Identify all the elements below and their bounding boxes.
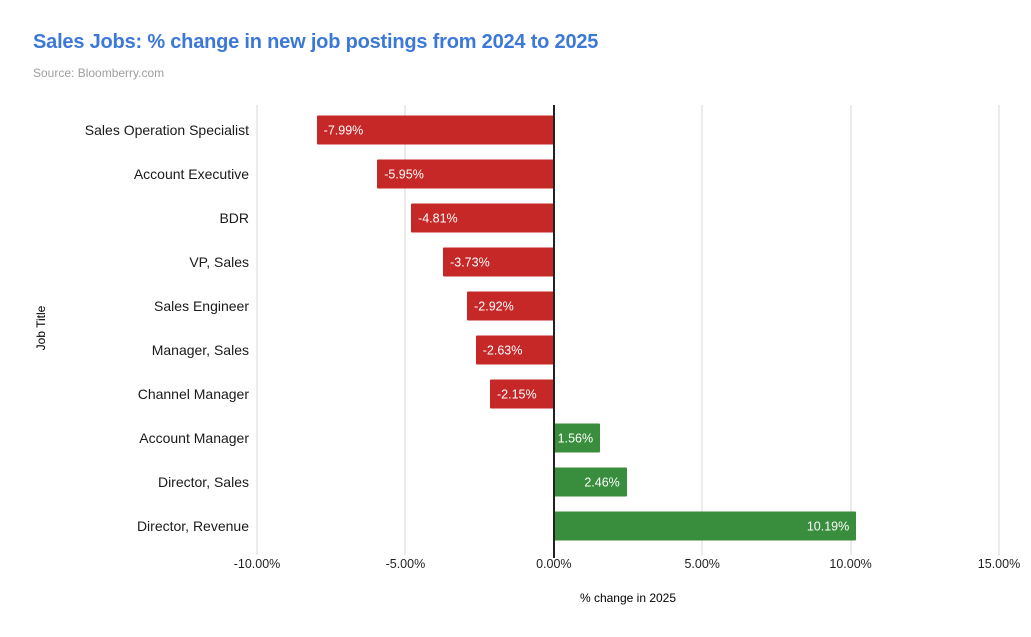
bar-area: -2.63% [257,328,999,372]
category-label: Director, Revenue [136,518,249,534]
bar-area: 2.46% [257,460,999,504]
bar: 2.46% [553,467,627,497]
bar-area: -3.73% [257,240,999,284]
value-label: -2.63% [482,343,523,357]
bar-area: -4.81% [257,196,999,240]
category-label: Manager, Sales [151,342,249,358]
bar-row: Channel Manager -2.15% [0,372,999,416]
bar-row: Sales Operation Specialist -7.99% [0,108,999,152]
chart-title: Sales Jobs: % change in new job postings… [33,31,599,53]
x-axis-title: % change in 2025 [579,591,677,605]
bar: -4.81% [411,203,554,233]
bar-row: Manager, Sales -2.63% [0,328,999,372]
x-ticks: -10.00% -5.00% 0.00% 5.00% 10.00% 15.00% [234,557,1020,573]
value-label: -3.73% [450,255,490,269]
bar-area: 10.19% [257,504,999,548]
bar-row: Director, Sales 2.46% [0,460,999,504]
chart-source: Source: Bloomberry.com [33,66,165,80]
category-label: Channel Manager [137,386,249,402]
category-label: Director, Sales [157,474,249,490]
category-label: Account Manager [139,430,249,446]
bar: 1.56% [553,423,601,453]
x-tick-label: 10.00% [829,557,872,571]
value-label: -2.92% [474,299,514,313]
bar: 10.19% [553,511,857,541]
rows: Sales Operation Specialist -7.99% Account … [0,108,999,548]
value-label: -4.81% [418,211,458,225]
value-label: 2.46% [584,475,620,489]
bar-row: Account Manager 1.56% [0,416,999,460]
value-label: -5.95% [384,167,424,181]
x-tick-label: 15.00% [977,557,1021,571]
value-label: 1.56% [557,431,594,445]
bar-row: BDR -4.81% [0,196,999,240]
bar-area: -7.99% [257,108,999,152]
bar-row: Account Executive -5.95% [0,152,999,196]
bar: -3.73% [443,247,554,277]
bar-row: VP, Sales -3.73% [0,240,999,284]
bar: -2.63% [475,335,554,365]
category-label: Sales Engineer [154,298,249,314]
bar-row: Sales Engineer -2.92% [0,284,999,328]
category-label: Sales Operation Specialist [84,122,249,138]
bar: -2.92% [467,291,554,321]
x-tick-label: 5.00% [684,557,720,571]
value-label: -2.15% [496,387,537,401]
x-tick-label: 0.00% [536,557,572,571]
category-label: VP, Sales [189,254,249,270]
bar-row: Director, Revenue 10.19% [0,504,999,548]
bar: -7.99% [316,115,554,145]
x-tick-label: -10.00% [233,557,281,571]
category-label: Account Executive [133,166,249,182]
value-label: 10.19% [806,519,850,533]
y-axis-title: Job Title [34,305,48,351]
x-tick-label: -5.00% [385,557,426,571]
bar-area: -2.92% [257,284,999,328]
category-label: BDR [219,210,249,226]
bar: -5.95% [377,159,554,189]
bar: -2.15% [489,379,554,409]
bar-area: -2.15% [257,372,999,416]
bar-area: 1.56% [257,416,999,460]
value-label: -7.99% [323,123,364,137]
bar-area: -5.95% [257,152,999,196]
